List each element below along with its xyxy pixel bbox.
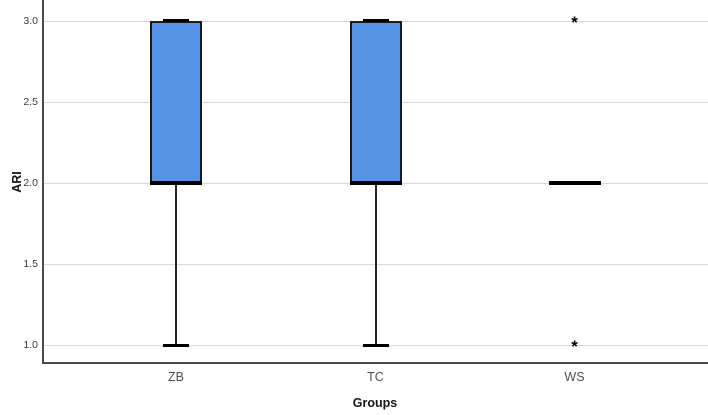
median-line-ZB — [150, 181, 202, 185]
y-tick-label-1.5: 1.5 — [23, 258, 38, 270]
whisker-high-cap-ZB — [163, 19, 189, 22]
y-tick-label-2.0: 2.0 — [23, 177, 38, 189]
x-tick-label-TC: TC — [367, 370, 384, 384]
outlier-marker-WS-1: * — [571, 337, 578, 356]
y-tick-label-1.0: 1.0 — [23, 339, 38, 351]
whisker-TC — [374, 183, 377, 345]
x-tick-label-WS: WS — [564, 370, 585, 384]
whisker-low-cap-TC — [362, 344, 389, 347]
box-ZB — [150, 21, 202, 183]
median-line-TC — [349, 181, 402, 185]
box-TC — [349, 21, 402, 183]
whisker-low-cap-ZB — [163, 344, 189, 347]
x-axis-title: Groups — [352, 396, 398, 410]
x-tick-label-ZB: ZB — [168, 370, 184, 384]
whisker-high-cap-TC — [362, 19, 389, 22]
y-tick-label-2.5: 2.5 — [23, 96, 38, 108]
median-line-WS — [548, 181, 601, 185]
x-axis-line — [42, 362, 708, 364]
y-axis-line — [42, 0, 44, 364]
outlier-marker-WS-3: * — [571, 13, 578, 32]
whisker-ZB — [175, 183, 177, 345]
y-tick-label-3.0: 3.0 — [23, 15, 38, 27]
y-axis-title: ARI — [10, 171, 24, 193]
